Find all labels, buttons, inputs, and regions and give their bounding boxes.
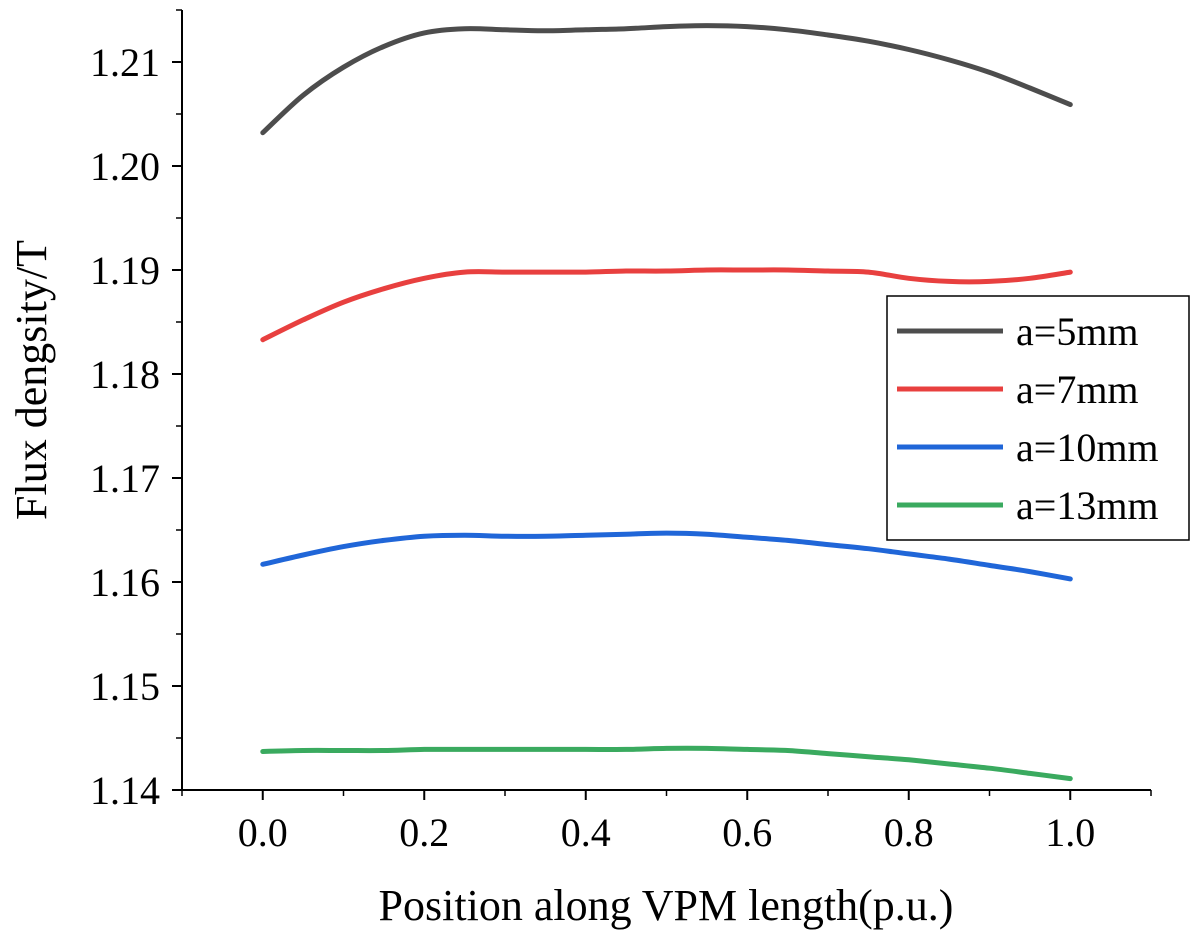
- x-tick-label: 0.6: [722, 810, 772, 855]
- y-tick-label: 1.20: [90, 144, 160, 189]
- series-line-a=10mm: [260, 530, 1073, 582]
- x-axis-title: Position along VPM length(p.u.): [379, 881, 954, 930]
- legend-label: a=7mm: [1016, 367, 1139, 412]
- y-tick-label: 1.17: [90, 456, 160, 501]
- x-tick-label: 0.2: [399, 810, 449, 855]
- legend-label: a=5mm: [1016, 309, 1139, 354]
- x-ticks: 0.0 0.2 0.4 0.6 0.8 1.0: [181, 790, 1152, 855]
- legend-label: a=13mm: [1016, 483, 1159, 528]
- series-line-a=13mm: [260, 745, 1073, 782]
- y-tick-label: 1.18: [90, 352, 160, 397]
- series-layer: [260, 23, 1073, 782]
- x-tick-label: 0.8: [884, 810, 934, 855]
- y-axis-title: Flux dengsity/T: [7, 240, 56, 520]
- y-tick-label: 1.21: [90, 40, 160, 85]
- y-tick-label: 1.15: [90, 664, 160, 709]
- y-tick-label: 1.19: [90, 248, 160, 293]
- x-tick-label: 0.4: [561, 810, 611, 855]
- y-tick-label: 1.16: [90, 560, 160, 605]
- legend-label: a=10mm: [1016, 425, 1159, 470]
- legend: a=5mm a=7mm a=10mm a=13mm: [886, 295, 1190, 541]
- x-tick-label: 1.0: [1045, 810, 1095, 855]
- series-line-a=5mm: [260, 23, 1073, 136]
- x-tick-label: 0.0: [238, 810, 288, 855]
- y-tick-label: 1.14: [90, 768, 160, 813]
- y-ticks: 1.14 1.15 1.16 1.17 1.18 1.19 1.20 1.21: [90, 9, 182, 813]
- legend-box: [886, 295, 1190, 541]
- series-line-a=7mm: [260, 267, 1073, 343]
